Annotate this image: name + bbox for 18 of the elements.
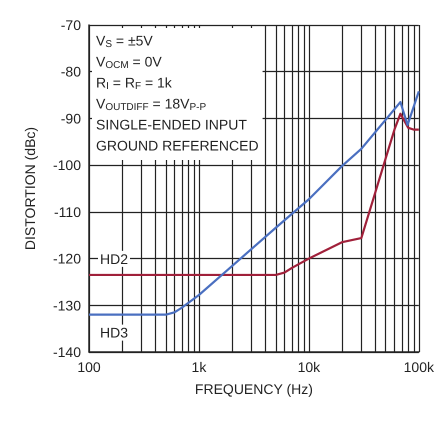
y-tick-label: -100 bbox=[52, 157, 82, 174]
x-axis-title: FREQUENCY (Hz) bbox=[194, 381, 313, 397]
x-tick-label: 100k bbox=[404, 359, 435, 375]
annotation: GROUND REFERENCED bbox=[96, 138, 259, 154]
y-tick-label: -130 bbox=[52, 297, 82, 314]
x-tick-label: 1k bbox=[192, 359, 208, 375]
series-label: HD2 bbox=[100, 250, 128, 267]
x-tick-label: 10k bbox=[298, 359, 322, 375]
y-tick-label: -80 bbox=[60, 64, 82, 80]
y-tick-label: -110 bbox=[54, 204, 82, 220]
y-tick-label: -90 bbox=[60, 110, 82, 126]
x-tick-label: 100 bbox=[77, 359, 101, 375]
y-tick-label: -120 bbox=[52, 250, 82, 267]
y-axis-title: DISTORTION (dBc) bbox=[22, 126, 38, 250]
y-tick-label: -70 bbox=[60, 17, 82, 33]
series-label: HD3 bbox=[100, 324, 128, 341]
annotation: SINGLE-ENDED INPUT bbox=[96, 116, 248, 132]
y-tick-label: -140 bbox=[52, 344, 82, 360]
